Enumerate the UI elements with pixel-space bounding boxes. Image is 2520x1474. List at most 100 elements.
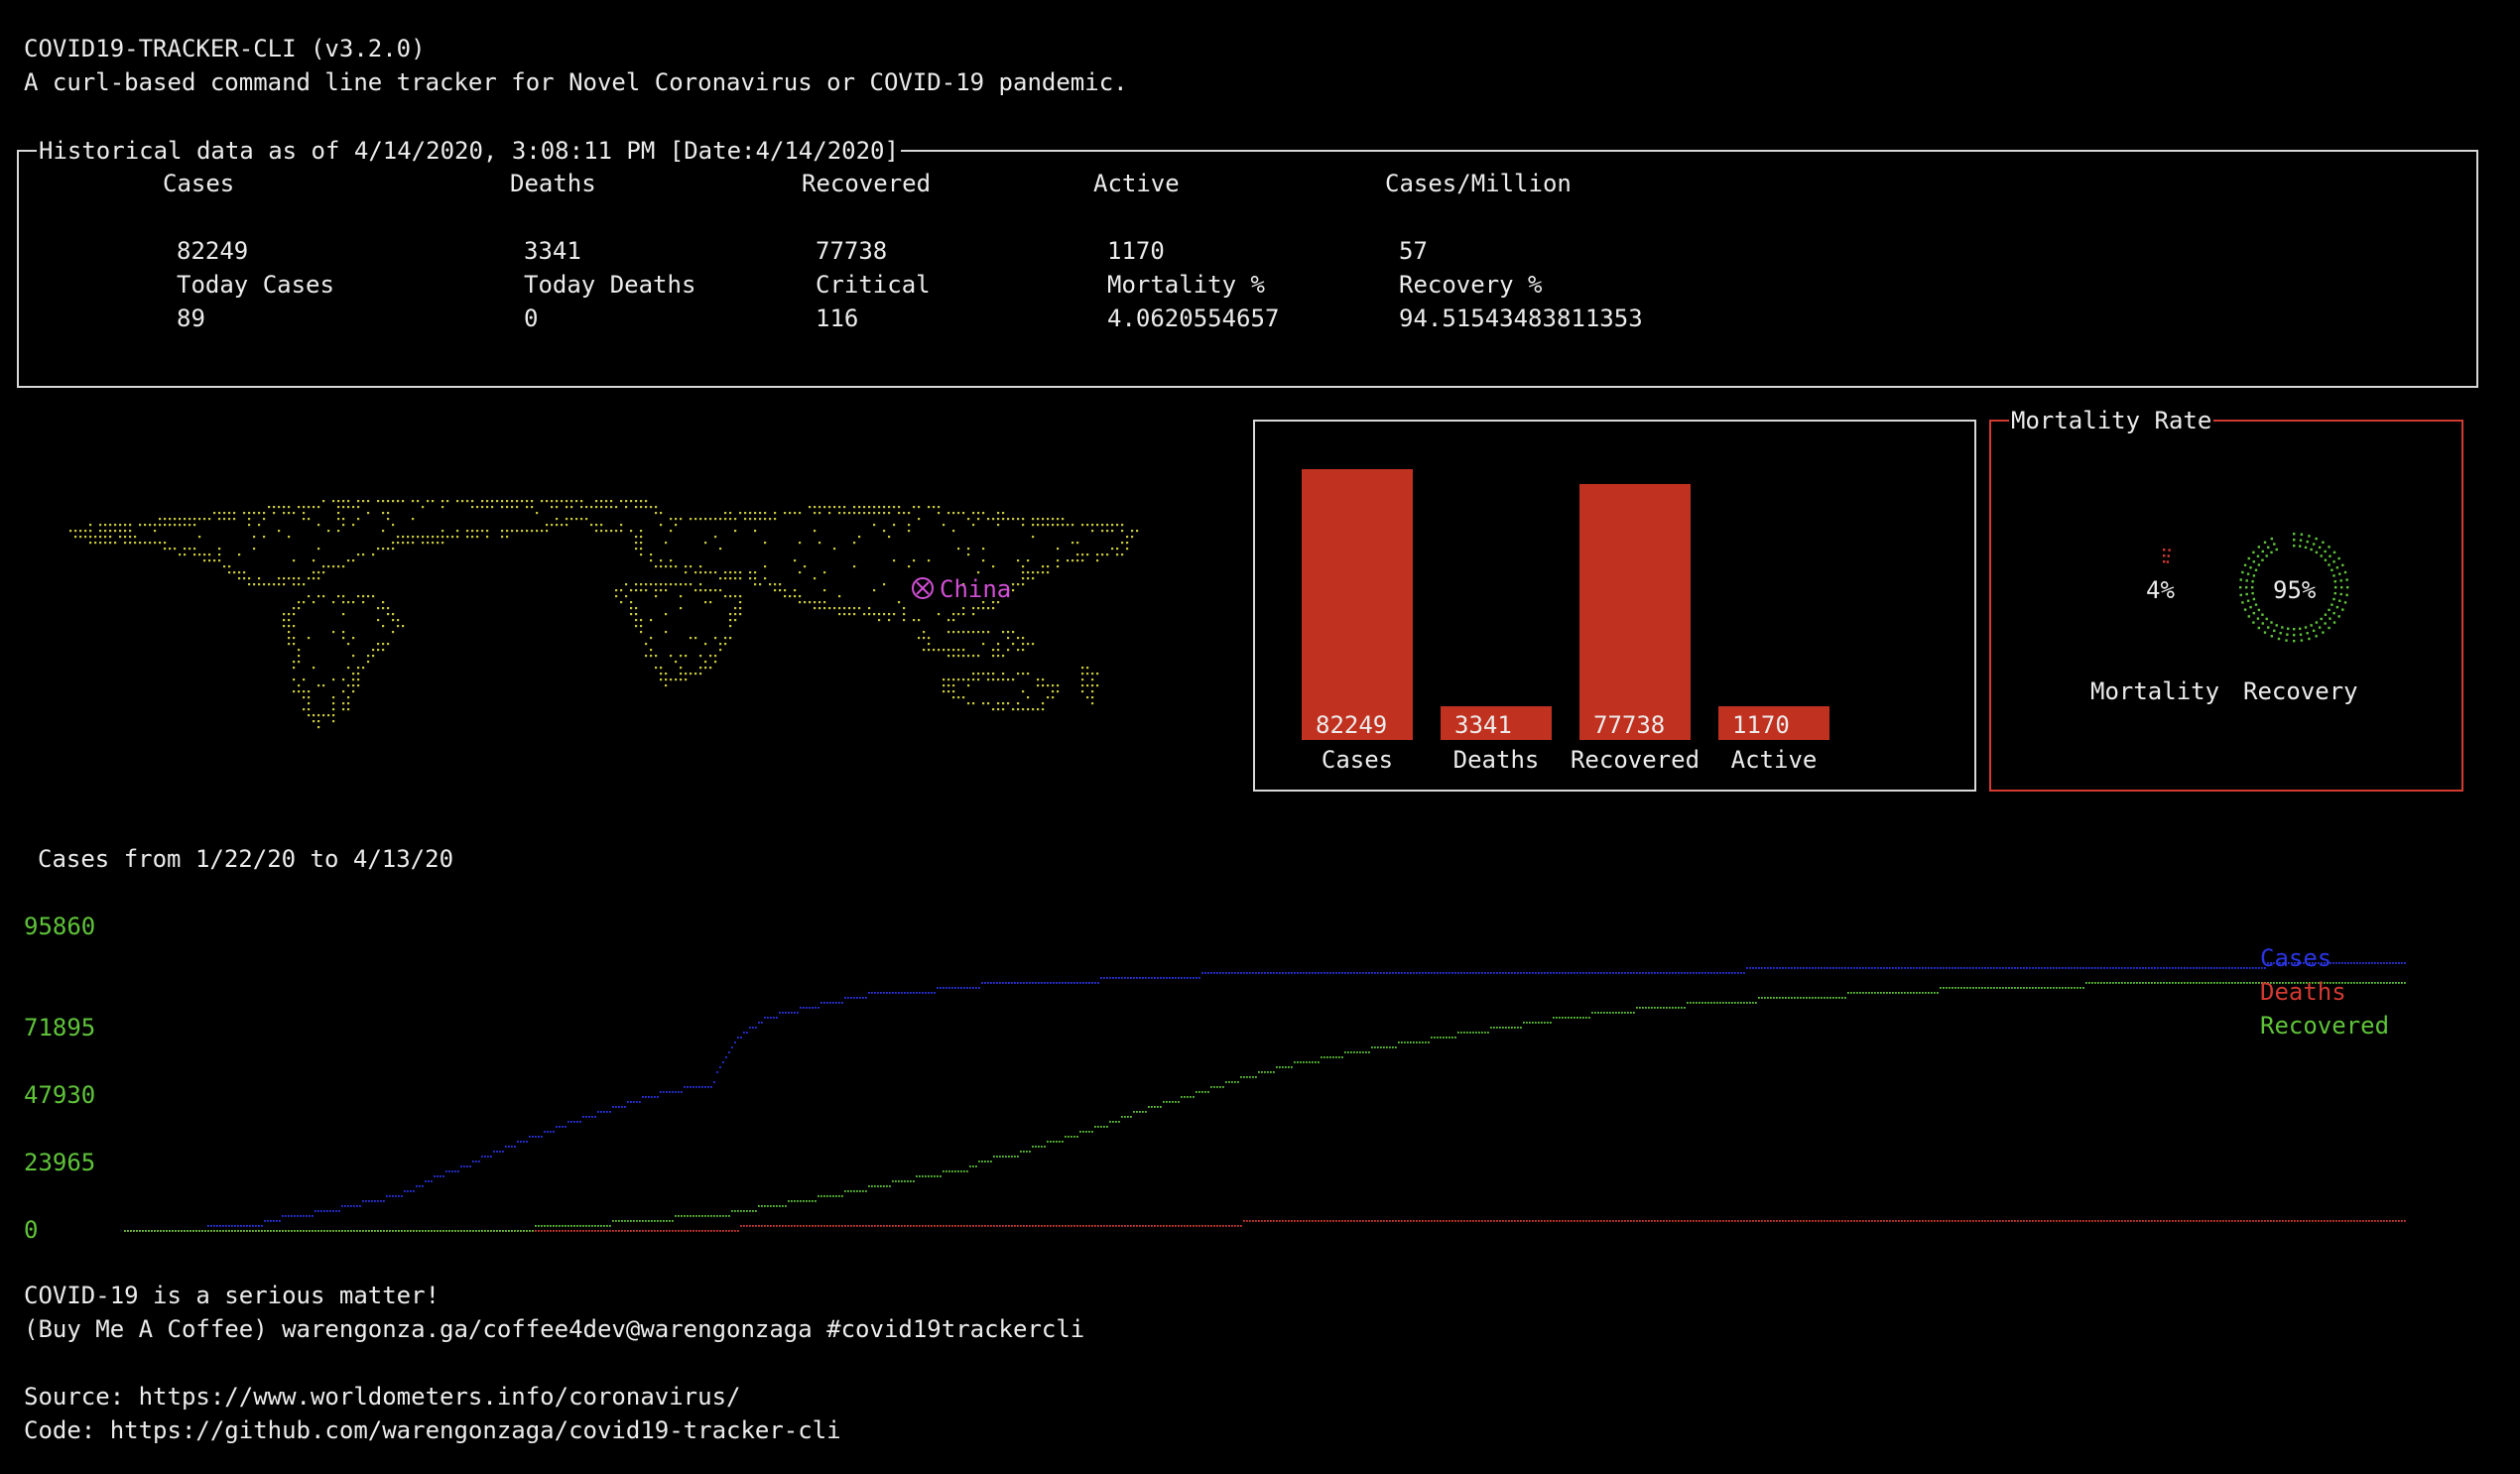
map-dot xyxy=(580,518,583,521)
map-dot xyxy=(273,583,276,586)
line-point xyxy=(567,1225,569,1227)
map-dot xyxy=(719,577,722,580)
line-point xyxy=(1987,987,1989,989)
line-point xyxy=(1312,1061,1314,1063)
line-point xyxy=(1940,1220,1942,1222)
line-point xyxy=(2074,987,2076,989)
map-dot xyxy=(650,619,653,622)
line-point xyxy=(1999,987,2001,989)
line-point xyxy=(1874,1220,1876,1222)
line-point xyxy=(413,1230,415,1232)
line-point xyxy=(1824,1220,1826,1222)
line-point xyxy=(1032,1146,1034,1148)
line-point xyxy=(1850,992,1852,994)
line-point xyxy=(868,992,870,994)
line-point xyxy=(1499,972,1501,974)
line-point xyxy=(2053,967,2055,969)
line-point xyxy=(1178,977,1180,979)
line-point xyxy=(1663,1007,1665,1009)
map-dot xyxy=(283,619,286,622)
line-point xyxy=(1618,972,1620,974)
line-point xyxy=(993,1156,995,1158)
line-point xyxy=(713,1215,715,1217)
line-point xyxy=(1469,1220,1471,1222)
line-point xyxy=(1106,1126,1108,1128)
line-point xyxy=(2071,987,2073,989)
footer-code-link[interactable]: Code: https://github.com/warengonzaga/co… xyxy=(24,1416,841,1444)
line-point xyxy=(2341,962,2343,964)
map-dot xyxy=(154,530,157,533)
map-dot xyxy=(308,714,311,717)
line-point xyxy=(1407,972,1409,974)
line-point xyxy=(701,1086,703,1088)
footer-coffee-link[interactable]: (Buy Me A Coffee) warengonza.ga/coffee4d… xyxy=(24,1315,1085,1343)
line-point xyxy=(606,1111,608,1113)
bar-chart-panel xyxy=(1253,420,1976,792)
footer-source-link[interactable]: Source: https://www.worldometers.info/co… xyxy=(24,1383,741,1411)
line-point xyxy=(1916,967,1918,969)
map-dot xyxy=(933,506,936,509)
map-dot xyxy=(734,619,737,622)
line-point xyxy=(591,1230,593,1232)
line-point xyxy=(1568,1017,1570,1019)
line-point xyxy=(981,1225,983,1227)
map-dot xyxy=(848,613,851,616)
map-dot xyxy=(441,536,444,539)
map-dot xyxy=(972,607,975,610)
map-dot xyxy=(382,607,385,610)
donut-dot xyxy=(2308,535,2311,538)
line-point xyxy=(222,1225,224,1227)
map-dot xyxy=(620,530,623,533)
line-point xyxy=(612,1106,614,1108)
map-dot xyxy=(561,500,564,503)
line-point xyxy=(1267,1071,1269,1073)
line-point xyxy=(237,1230,239,1232)
line-point xyxy=(207,1230,209,1232)
line-point xyxy=(472,1161,474,1163)
line-point xyxy=(1392,972,1394,974)
line-point xyxy=(133,1230,135,1232)
map-dot xyxy=(456,536,459,539)
line-point xyxy=(1225,1225,1227,1227)
line-point xyxy=(937,987,939,989)
line-point xyxy=(844,1190,846,1192)
donut-dot xyxy=(2167,554,2170,557)
line-point xyxy=(1410,972,1412,974)
map-dot xyxy=(952,530,955,533)
map-dot xyxy=(962,655,965,658)
line-point xyxy=(1639,1007,1641,1009)
line-point xyxy=(1782,1220,1784,1222)
map-dot xyxy=(566,518,568,521)
map-dot xyxy=(982,548,985,551)
map-dot xyxy=(635,607,638,610)
line-point xyxy=(1374,972,1376,974)
line-point xyxy=(770,1017,772,1019)
line-point xyxy=(907,1180,909,1182)
historical-box-title: Historical data as of 4/14/2020, 3:08:11… xyxy=(37,134,901,168)
line-point xyxy=(1094,1126,1096,1128)
map-dot xyxy=(903,619,906,622)
line-point xyxy=(544,1131,546,1133)
line-point xyxy=(306,1215,308,1217)
map-dot xyxy=(332,631,335,634)
line-point xyxy=(2258,1220,2260,1222)
line-point xyxy=(1285,1066,1287,1068)
line-point xyxy=(2249,1220,2251,1222)
line-point xyxy=(312,1230,314,1232)
line-point xyxy=(1341,1056,1343,1058)
map-dot xyxy=(724,571,727,574)
map-dot xyxy=(1012,678,1015,681)
line-point xyxy=(2353,962,2355,964)
line-point xyxy=(469,1166,471,1167)
map-dot xyxy=(982,631,985,634)
line-point xyxy=(758,1225,760,1227)
line-point xyxy=(1684,972,1686,974)
line-point xyxy=(1359,1220,1361,1222)
map-dot xyxy=(992,518,995,521)
donut-dot xyxy=(2299,633,2303,636)
map-dot xyxy=(313,601,315,604)
map-dot xyxy=(982,601,985,604)
line-point xyxy=(871,1185,873,1187)
map-dot xyxy=(947,678,950,681)
line-point xyxy=(2065,967,2067,969)
